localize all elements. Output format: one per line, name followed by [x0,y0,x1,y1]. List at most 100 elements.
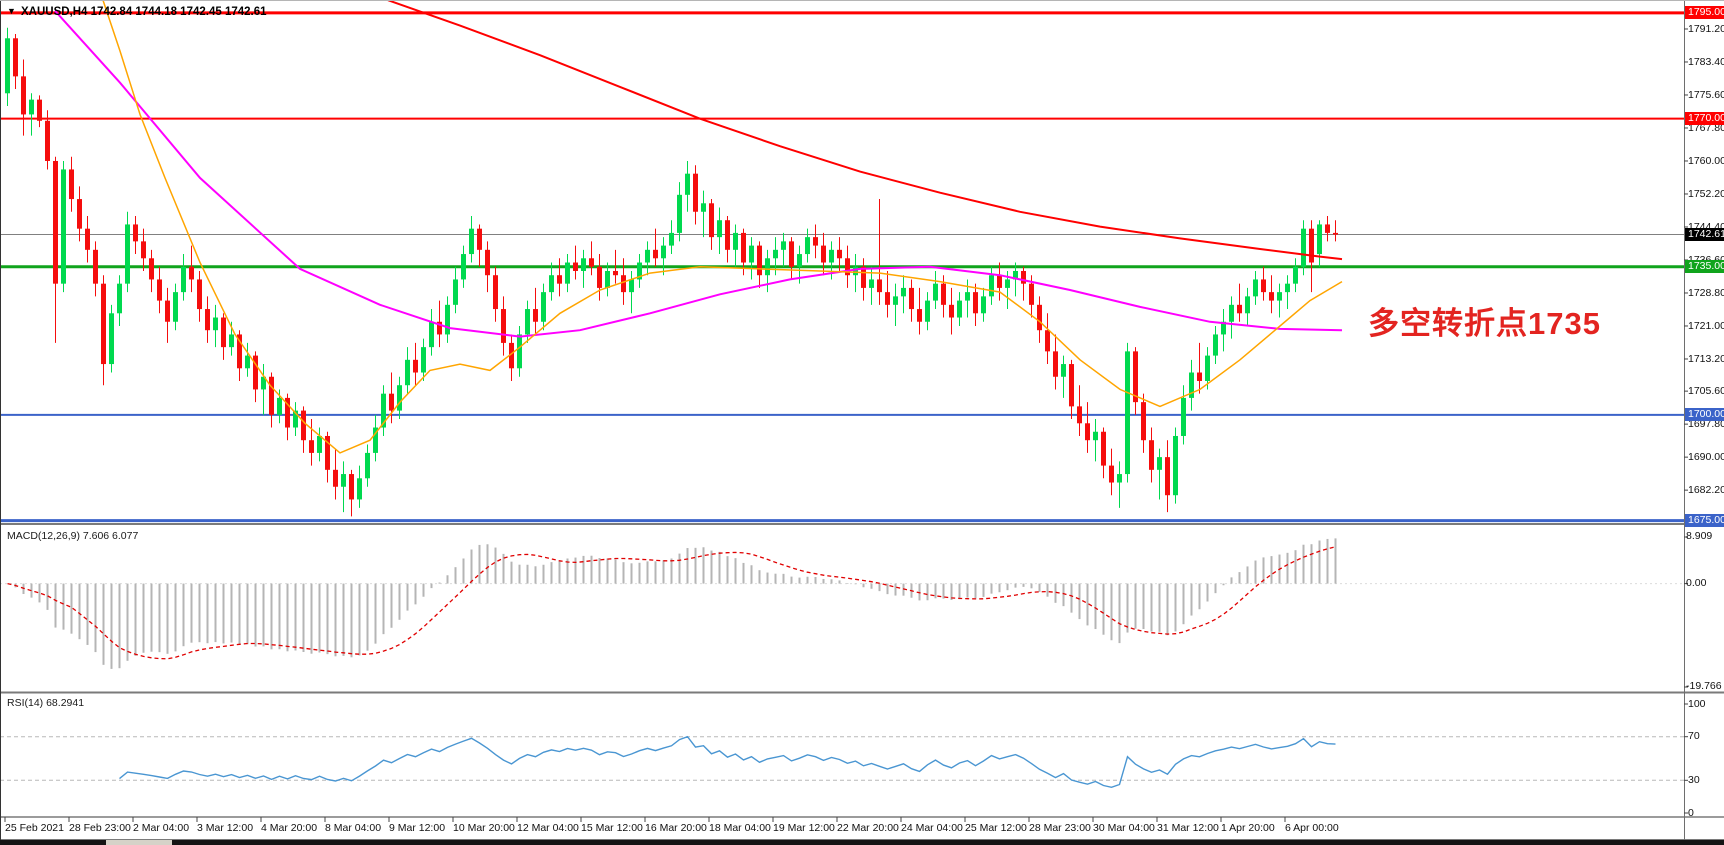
candle-body [893,296,898,305]
candle-body [573,262,578,271]
candle-body [989,275,994,297]
ma-fast-orange [102,0,1343,454]
candle-body [437,321,442,335]
candle-body [1061,364,1066,377]
candle-body [125,224,130,284]
candle-body [277,397,282,415]
candle-body [669,232,674,246]
candle-body [317,435,322,453]
candle-body [1181,397,1186,436]
candle-body [1309,228,1314,263]
candle-body [61,169,66,284]
candle-body [813,237,818,246]
candle-body [349,474,354,500]
candle-body [805,237,810,255]
candle-body [597,266,602,288]
candle-body [237,334,242,369]
candle-body [1189,372,1194,398]
candle-body [1077,406,1082,424]
candle-body [541,292,546,322]
candle-body [1149,440,1154,470]
candle-body [861,266,866,288]
candle-body [549,275,554,293]
candle-body [1277,292,1282,301]
candle-body [693,173,698,212]
candle-body [701,203,706,212]
candle-body [1109,465,1114,483]
candle-body [189,266,194,280]
candle-body [1037,304,1042,331]
candle-body [453,279,458,305]
candle-body [469,228,474,255]
macd-signal-line [7,546,1336,660]
candle-body [933,283,938,301]
candle-body [197,279,202,310]
candle-body [965,292,970,301]
status-bar-fragment [0,840,106,845]
candle-body [1069,364,1074,407]
candle-body [877,279,882,293]
candle-body [997,275,1002,288]
candle-body [373,427,378,453]
candle-body [261,376,266,390]
candle-body [1005,279,1010,288]
candle-body [477,228,482,250]
candle-body [837,249,842,259]
candle-body [229,334,234,348]
candle-body [853,266,858,276]
candle-body [69,169,74,200]
candle-body [253,355,258,390]
candle-body [1285,283,1290,293]
candle-body [741,232,746,263]
candle-body [1101,431,1106,466]
ma-slow-red [387,0,1343,261]
candle-body [461,254,466,280]
candle-body [621,275,626,293]
candle-body [37,99,42,121]
candle-body [85,228,90,250]
candle-body [293,410,298,428]
candle-body [205,309,210,331]
candle-body [581,258,586,271]
candle-body [501,309,506,343]
candle-body [565,262,570,284]
candle-body [333,469,338,487]
candle-body [5,38,10,94]
candle-body [773,249,778,259]
candle-body [709,203,714,238]
candle-body [717,220,722,238]
candle-body [53,160,58,284]
candle-body [1093,431,1098,441]
candle-body [357,478,362,500]
candle-body [1205,355,1210,381]
candle-body [1053,351,1058,377]
candle-body [1117,474,1122,483]
candle-body [589,258,594,267]
candle-body [781,241,786,250]
candle-body [213,317,218,331]
candle-body [1333,232,1338,235]
candle-body [1141,402,1146,441]
candle-body [973,292,978,314]
candle-body [661,245,666,259]
candle-body [1045,330,1050,352]
candle-body [637,262,642,280]
candle-body [517,334,522,369]
candle-body [45,120,50,161]
candle-body [181,266,186,293]
candle-body [245,355,250,369]
candle-body [685,173,690,195]
candle-body [733,232,738,250]
candle-body [949,304,954,318]
candle-body [885,292,890,305]
candle-body [1253,279,1258,297]
status-bar-fragment [172,840,1724,845]
candle-body [1013,270,1018,280]
candle-body [1029,283,1034,305]
candle-body [605,270,610,288]
candle-body [645,249,650,263]
candle-body [829,249,834,263]
candle-body [381,393,386,428]
